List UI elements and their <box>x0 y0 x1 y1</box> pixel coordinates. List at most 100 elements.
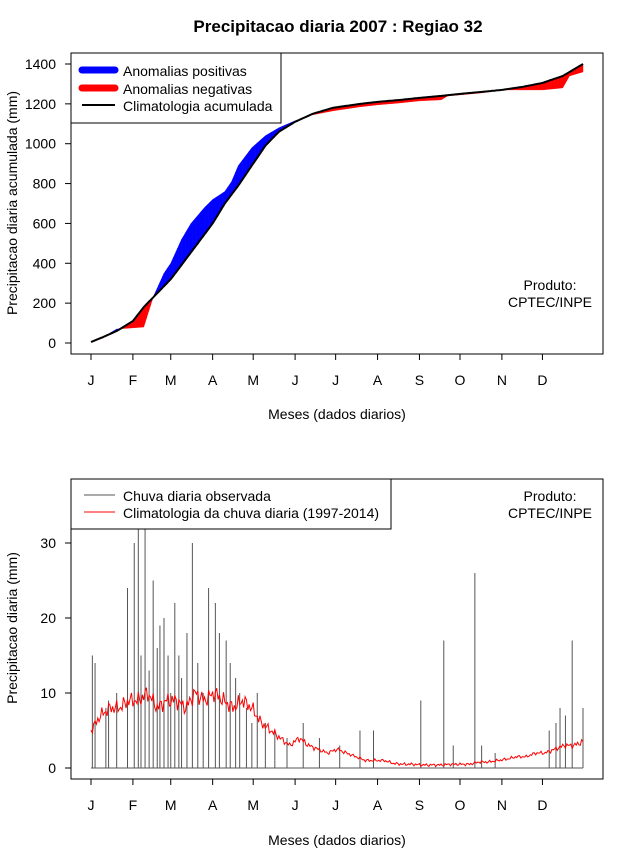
anomaly-positive-segment <box>175 251 176 274</box>
x-tick-label: O <box>455 372 466 388</box>
x-tick-label: M <box>165 797 177 813</box>
anomaly-positive-segment <box>191 222 192 252</box>
anomaly-positive-segment <box>178 245 179 270</box>
y-tick-label: 20 <box>40 610 56 626</box>
anomaly-negative-segment <box>145 304 146 322</box>
anomaly-positive-segment <box>237 166 238 188</box>
anomaly-positive-segment <box>195 217 196 247</box>
legend-2: Chuva diaria observada Climatologia da c… <box>71 479 391 529</box>
legend-1: Anomalias positivas Anomalias negativas … <box>71 53 281 123</box>
anomaly-negative-segment <box>555 78 556 88</box>
y-axis-label-1: Precipitacao diaria acumulada (mm) <box>4 91 20 315</box>
x-tick-label: J <box>332 797 339 813</box>
legend-label-observed: Chuva diaria observada <box>123 488 271 504</box>
y-tick-label: 1000 <box>25 136 56 152</box>
x-tick-label: S <box>415 372 424 388</box>
y-axis-label-2: Precipitacao diaria (mm) <box>4 552 20 704</box>
anomaly-positive-segment <box>206 205 207 233</box>
anomaly-positive-segment <box>205 206 206 234</box>
x-tick-label: S <box>415 797 424 813</box>
x-tick-label: M <box>165 372 177 388</box>
anomaly-positive-segment <box>199 212 200 241</box>
y-tick-label: 600 <box>33 215 57 231</box>
anomaly-positive-segment <box>182 237 183 265</box>
y-tick-label: 1200 <box>25 96 56 112</box>
anomaly-negative-segment <box>553 79 554 89</box>
anomaly-positive-segment <box>209 202 210 229</box>
climatology-daily-line <box>91 688 583 767</box>
anomaly-negative-segment <box>560 76 561 88</box>
y-tick-label: 10 <box>40 685 56 701</box>
chart-title: Precipitacao diaria 2007 : Regiao 32 <box>193 17 482 36</box>
anomaly-positive-segment <box>200 211 201 240</box>
anomaly-positive-segment <box>184 233 185 262</box>
anomaly-positive-segment <box>198 214 199 243</box>
y-tick-label: 400 <box>33 255 57 271</box>
y-tick-label: 0 <box>48 335 56 351</box>
accumulated-chart: 0 200 400 600 800 1000 1200 1400 J F M A M J J A S O N D M… <box>4 53 603 422</box>
anomaly-positive-segment <box>192 220 193 250</box>
x-tick-label: J <box>292 797 299 813</box>
anomaly-positive-segment <box>186 230 187 259</box>
anomaly-positive-segment <box>187 228 188 258</box>
anomaly-positive-segment <box>188 226 189 256</box>
legend-label-negative: Anomalias negativas <box>123 81 252 97</box>
legend-label-daily-climatology: Climatologia da chuva diaria (1997-2014) <box>123 505 379 521</box>
anomaly-positive-segment <box>180 239 181 266</box>
anomaly-positive-segment <box>202 209 203 238</box>
annotation-product-2: Produto: <box>524 488 577 504</box>
anomaly-positive-segment <box>173 254 174 275</box>
anomaly-positive-segment <box>176 248 177 272</box>
anomaly-negative-segment <box>556 78 557 89</box>
anomaly-negative-segment <box>563 75 564 88</box>
x-tick-label: N <box>497 797 507 813</box>
legend-box-2 <box>71 479 391 529</box>
anomaly-positive-segment <box>179 242 180 268</box>
x-tick-label: J <box>88 797 95 813</box>
x-tick-label: A <box>208 372 218 388</box>
anomaly-negative-segment <box>144 306 145 327</box>
y-tick-label: 0 <box>48 760 56 776</box>
anomaly-positive-segment <box>210 201 211 227</box>
annotation-product-1: Produto: <box>524 277 577 293</box>
anomaly-negative-segment <box>561 76 562 88</box>
anomaly-positive-segment <box>183 235 184 263</box>
observed-daily-bars <box>91 528 583 768</box>
y-tick-label: 800 <box>33 176 57 192</box>
anomaly-positive-segment <box>203 207 204 236</box>
x-tick-label: A <box>373 372 383 388</box>
x-tick-label: O <box>455 797 466 813</box>
legend-label-positive: Anomalias positivas <box>123 63 247 79</box>
annotation-source-1: CPTEC/INPE <box>508 294 592 310</box>
anomaly-negative-segment <box>559 77 560 88</box>
x-tick-label: A <box>373 797 383 813</box>
x-tick-label: D <box>537 372 547 388</box>
anomaly-positive-segment <box>190 223 191 254</box>
annotation-source-2: CPTEC/INPE <box>508 505 592 521</box>
x-tick-label: M <box>247 372 259 388</box>
x-tick-label: J <box>88 372 95 388</box>
y-tick-label: 1400 <box>25 56 56 72</box>
anomaly-positive-segment <box>194 219 195 249</box>
x-tick-label: J <box>292 372 299 388</box>
x-tick-label: M <box>247 797 259 813</box>
x-tick-label: F <box>129 372 138 388</box>
y-axis-1: 0 200 400 600 800 1000 1200 1400 <box>25 56 71 351</box>
x-tick-label: J <box>332 372 339 388</box>
y-tick-label: 30 <box>40 535 56 551</box>
x-axis-label-1: Meses (dados diarios) <box>268 406 406 422</box>
legend-label-climatology: Climatologia acumulada <box>123 98 273 114</box>
x-axis-label-2: Meses (dados diarios) <box>268 832 406 848</box>
y-tick-label: 200 <box>33 295 57 311</box>
anomaly-positive-segment <box>211 200 212 226</box>
x-tick-label: A <box>208 797 218 813</box>
x-tick-label: N <box>497 372 507 388</box>
x-tick-label: F <box>129 797 138 813</box>
anomaly-positive-segment <box>207 204 208 231</box>
anomaly-negative-segment <box>557 77 558 88</box>
y-axis-2: 0 10 20 30 <box>40 535 71 776</box>
